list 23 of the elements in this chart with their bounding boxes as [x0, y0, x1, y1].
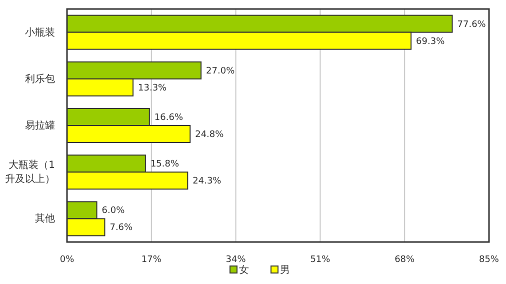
x-tick-label: 51% [310, 255, 331, 265]
y-tick-label: 其他 [35, 212, 55, 225]
legend-label: 男 [280, 265, 290, 276]
x-tick-label: 34% [226, 255, 246, 265]
data-label: 24.8% [195, 130, 224, 140]
data-label: 77.6% [457, 20, 486, 30]
data-label: 16.6% [154, 113, 184, 123]
y-tick-label: 大瓶装（1升及以上） [5, 159, 55, 186]
data-label: 15.8% [150, 160, 180, 170]
data-label: 6.0% [102, 206, 126, 216]
legend-label: 女 [239, 264, 249, 276]
x-tick-label: 17% [141, 255, 162, 265]
y-tick-label: 易拉罐 [25, 120, 55, 132]
data-label: 13.3% [138, 83, 168, 94]
x-tick-label: 0% [60, 255, 75, 265]
y-tick-label: 利乐包 [25, 72, 55, 85]
x-tick-label: 85% [478, 255, 500, 265]
data-label: 24.3% [192, 176, 222, 187]
y-tick-label: 小瓶装 [25, 26, 55, 38]
data-label: 27.0% [206, 66, 236, 76]
data-label: 69.3% [416, 36, 446, 47]
data-label: 7.6% [110, 223, 134, 234]
x-tick-label: 68% [394, 255, 416, 265]
